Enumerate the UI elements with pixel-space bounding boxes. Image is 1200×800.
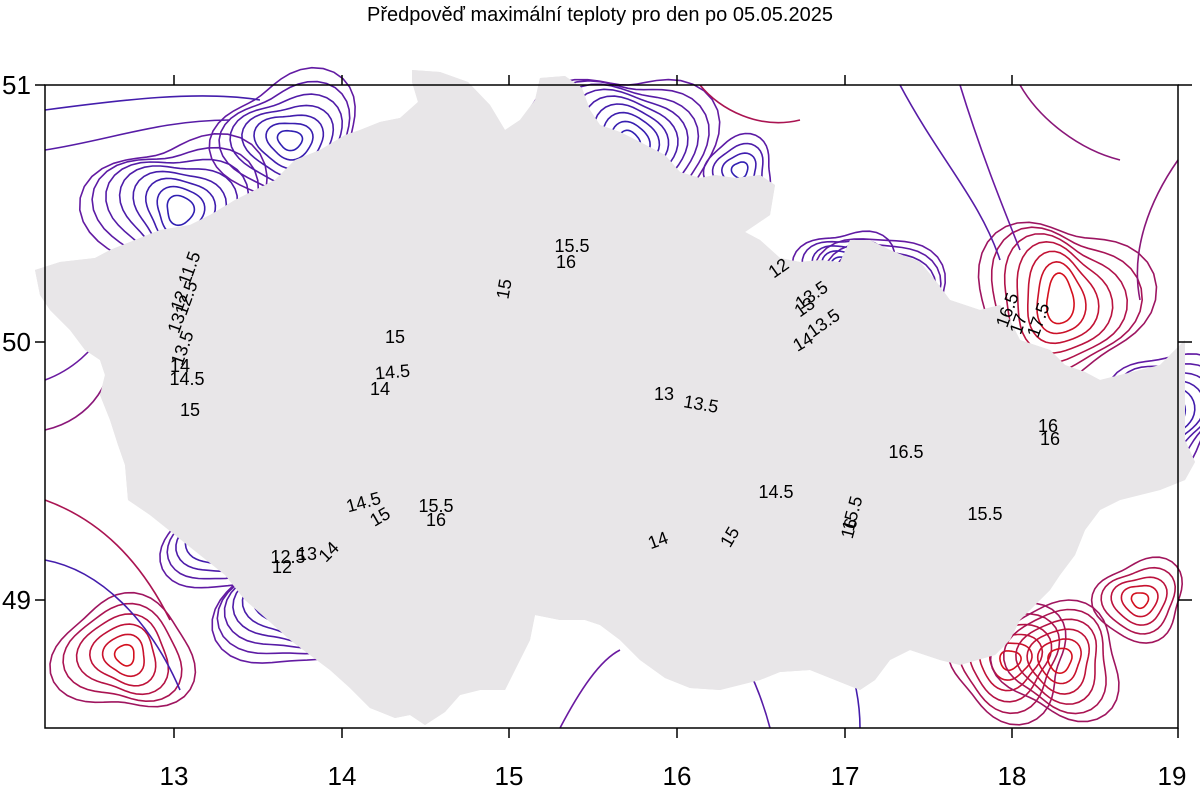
x-axis-labels: 13 14 15 16 17 18 19 — [160, 761, 1187, 791]
contour-label: 15 — [180, 400, 200, 420]
axis-ticks — [35, 75, 1192, 738]
contour-line — [276, 129, 304, 152]
contour-line — [62, 602, 183, 703]
contour-label: 16 — [1040, 429, 1060, 449]
contour-label: 14.5 — [374, 361, 411, 384]
contour-label: 16.5 — [888, 442, 923, 462]
contour-line — [899, 84, 1001, 261]
contour-label: 14.5 — [758, 482, 793, 502]
contour-line — [265, 122, 314, 161]
contour-line — [1003, 233, 1129, 364]
contour-line — [1130, 592, 1150, 610]
x-tick-17: 17 — [831, 761, 860, 791]
contour-line — [101, 633, 145, 678]
contour-label: 12 — [272, 557, 292, 577]
contour-line — [1036, 638, 1082, 685]
contour-line — [88, 623, 157, 687]
contour-line — [559, 649, 621, 729]
contour-line — [1019, 84, 1121, 161]
x-tick-15: 15 — [495, 761, 524, 791]
contour-label: 16 — [556, 252, 576, 272]
contour-line — [49, 591, 197, 708]
contour-label: 15 — [493, 277, 516, 300]
contour-label: 14 — [170, 356, 190, 376]
contour-line — [990, 226, 1144, 375]
contour-line — [730, 161, 749, 180]
y-tick-50: 50 — [2, 327, 31, 357]
x-tick-16: 16 — [663, 761, 692, 791]
map-title: Předpověď maximální teploty pro den po 0… — [367, 4, 833, 26]
x-tick-18: 18 — [998, 761, 1027, 791]
contour-line — [959, 84, 1021, 251]
y-axis-labels: 51 50 49 — [2, 70, 31, 615]
contour-line — [44, 559, 181, 691]
contour-line — [978, 633, 1044, 692]
contour-line — [977, 221, 1158, 387]
y-tick-51: 51 — [2, 70, 31, 100]
contour-line — [1100, 566, 1177, 635]
contour-line — [1015, 618, 1098, 705]
contour-line — [1026, 628, 1091, 695]
contour-label: 13 — [297, 544, 317, 564]
contour-label: 14.5 — [169, 369, 204, 389]
contour-line — [44, 119, 231, 151]
contour-label: 16 — [1038, 416, 1058, 436]
contour-line — [1047, 647, 1073, 675]
contour-label: 14 — [370, 379, 390, 399]
contour-line — [113, 643, 135, 667]
contour-label: 15.5 — [418, 496, 453, 516]
contour-line — [1110, 576, 1168, 626]
contour-line — [1002, 608, 1107, 715]
contour-line — [1045, 272, 1075, 325]
contour-line — [44, 95, 261, 111]
x-tick-19: 19 — [1158, 761, 1187, 791]
contour-line — [1090, 556, 1184, 644]
contour-label: 15.5 — [554, 236, 589, 256]
map-frame — [44, 84, 1179, 729]
y-tick-49: 49 — [2, 585, 31, 615]
contour-label: 12.5 — [270, 547, 305, 567]
contour-line — [1120, 584, 1159, 618]
contour-label: 16 — [426, 510, 446, 530]
contour-line — [75, 613, 170, 696]
contour-line — [166, 194, 196, 227]
contour-line — [1027, 250, 1100, 345]
x-tick-14: 14 — [328, 761, 357, 791]
contour-line — [1036, 260, 1087, 335]
contour-line — [999, 650, 1022, 672]
contour-label: 15.5 — [967, 504, 1002, 524]
contour-line — [699, 84, 801, 124]
x-tick-13: 13 — [160, 761, 189, 791]
contour-label: 15 — [385, 327, 405, 347]
contour-label: 13 — [654, 384, 674, 404]
contour-line — [1136, 159, 1179, 301]
country-border — [33, 68, 1197, 727]
contour-line — [44, 499, 171, 621]
contour-line — [1016, 240, 1114, 354]
